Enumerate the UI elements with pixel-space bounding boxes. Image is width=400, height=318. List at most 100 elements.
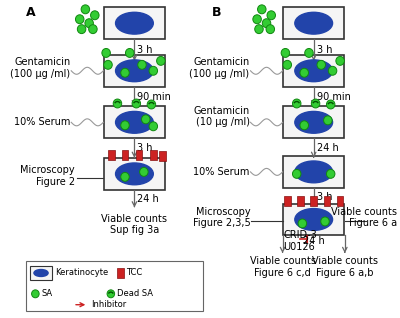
- Circle shape: [300, 68, 308, 77]
- Text: Viable counts
Figure 6 c,d: Viable counts Figure 6 c,d: [250, 256, 316, 278]
- Bar: [324, 196, 330, 206]
- Bar: [297, 196, 304, 206]
- Circle shape: [157, 56, 165, 65]
- Circle shape: [258, 5, 266, 14]
- Circle shape: [283, 60, 292, 69]
- Text: 10% Serum: 10% Serum: [193, 167, 250, 177]
- Bar: [104, 7, 165, 39]
- Circle shape: [298, 219, 307, 228]
- Bar: [30, 266, 52, 280]
- Text: Dead SA: Dead SA: [118, 289, 154, 298]
- Circle shape: [32, 290, 39, 298]
- Circle shape: [107, 290, 115, 298]
- Bar: [104, 107, 165, 138]
- Text: Viable counts
Figure 6 a: Viable counts Figure 6 a: [331, 207, 397, 228]
- Bar: [283, 156, 344, 188]
- Circle shape: [102, 48, 110, 57]
- Circle shape: [149, 66, 158, 75]
- Text: Microscopy
Figure 2: Microscopy Figure 2: [20, 165, 75, 187]
- Text: 90 min: 90 min: [137, 92, 171, 101]
- Circle shape: [311, 99, 320, 108]
- Text: 3 h: 3 h: [316, 192, 332, 202]
- Bar: [108, 150, 115, 160]
- Text: 90 min: 90 min: [316, 92, 350, 101]
- Ellipse shape: [116, 163, 153, 185]
- Circle shape: [113, 99, 122, 108]
- Text: 24 h: 24 h: [137, 194, 159, 204]
- Circle shape: [140, 167, 148, 176]
- Circle shape: [142, 115, 150, 124]
- Text: 24 h: 24 h: [316, 143, 338, 153]
- Text: CRID-3
U0126: CRID-3 U0126: [284, 231, 317, 252]
- Circle shape: [147, 100, 156, 109]
- Bar: [117, 268, 124, 278]
- Bar: [26, 261, 203, 311]
- Circle shape: [255, 25, 263, 34]
- Text: 24 h: 24 h: [303, 236, 324, 246]
- Ellipse shape: [295, 60, 332, 82]
- Circle shape: [317, 60, 326, 69]
- Ellipse shape: [295, 161, 332, 183]
- Circle shape: [267, 11, 276, 20]
- Circle shape: [328, 66, 337, 75]
- Circle shape: [281, 48, 290, 57]
- Circle shape: [90, 11, 99, 20]
- Bar: [122, 150, 128, 160]
- Circle shape: [138, 60, 146, 69]
- Circle shape: [321, 217, 329, 226]
- Bar: [160, 151, 166, 161]
- Bar: [283, 107, 344, 138]
- Ellipse shape: [34, 270, 48, 276]
- Circle shape: [300, 121, 308, 130]
- Circle shape: [336, 56, 344, 65]
- Text: Viable counts
Figure 6 a,b: Viable counts Figure 6 a,b: [312, 256, 378, 278]
- Circle shape: [326, 100, 335, 109]
- Circle shape: [326, 169, 335, 178]
- Circle shape: [292, 169, 301, 178]
- Text: SA: SA: [42, 289, 53, 298]
- Bar: [284, 196, 290, 206]
- Text: Inhibitor: Inhibitor: [91, 300, 126, 309]
- Circle shape: [305, 48, 313, 57]
- Circle shape: [81, 5, 90, 14]
- Text: 10% Serum: 10% Serum: [14, 117, 70, 127]
- Circle shape: [149, 122, 158, 131]
- Circle shape: [121, 68, 129, 77]
- Text: B: B: [212, 6, 221, 19]
- Circle shape: [132, 99, 140, 108]
- Ellipse shape: [116, 12, 153, 34]
- Bar: [283, 55, 344, 86]
- Text: Microscopy
Figure 2,3,5: Microscopy Figure 2,3,5: [193, 207, 250, 228]
- Ellipse shape: [116, 111, 153, 133]
- Circle shape: [104, 60, 112, 69]
- Circle shape: [89, 25, 97, 34]
- Bar: [136, 150, 142, 160]
- Ellipse shape: [295, 12, 332, 34]
- Circle shape: [262, 19, 271, 28]
- Circle shape: [266, 25, 274, 34]
- Circle shape: [126, 48, 134, 57]
- Ellipse shape: [295, 111, 332, 133]
- Text: Gentamicin
(100 μg /ml): Gentamicin (100 μg /ml): [10, 57, 70, 79]
- Bar: [104, 158, 165, 190]
- Circle shape: [324, 116, 332, 125]
- Bar: [150, 150, 157, 160]
- Text: Viable counts
Sup fig 3a: Viable counts Sup fig 3a: [102, 213, 168, 235]
- Bar: [283, 7, 344, 39]
- Bar: [104, 55, 165, 86]
- Circle shape: [253, 15, 261, 24]
- Bar: [310, 196, 317, 206]
- Ellipse shape: [116, 60, 153, 82]
- Circle shape: [292, 99, 301, 108]
- Text: 3 h: 3 h: [316, 45, 332, 55]
- Text: Gentamicin
(100 μg /ml): Gentamicin (100 μg /ml): [190, 57, 250, 79]
- Circle shape: [85, 19, 93, 28]
- Circle shape: [121, 121, 129, 130]
- Bar: [337, 196, 344, 206]
- Text: 3 h: 3 h: [137, 45, 153, 55]
- Circle shape: [121, 172, 129, 181]
- Bar: [283, 204, 344, 235]
- Text: 3 h: 3 h: [137, 143, 153, 153]
- Circle shape: [77, 25, 86, 34]
- Text: TCC: TCC: [126, 268, 142, 278]
